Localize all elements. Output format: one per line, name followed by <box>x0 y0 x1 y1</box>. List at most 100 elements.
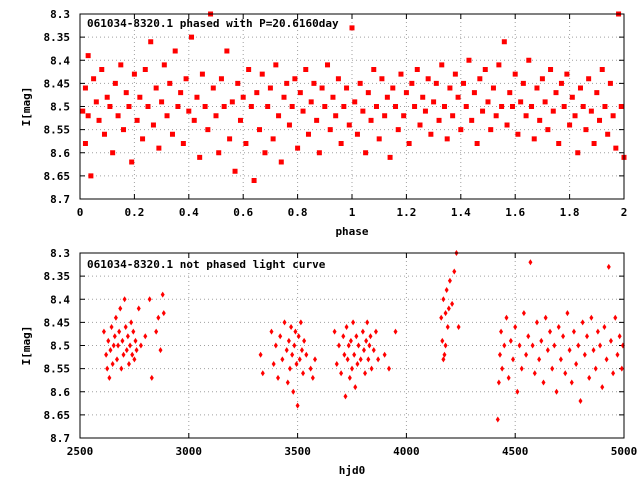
data-point <box>501 39 507 45</box>
data-point <box>156 314 161 321</box>
x-tick-label: 2500 <box>67 445 94 458</box>
data-point <box>290 351 295 358</box>
data-point <box>227 136 233 142</box>
data-point <box>548 67 554 72</box>
data-point <box>299 347 304 354</box>
data-point <box>110 361 115 367</box>
data-point <box>260 370 265 377</box>
data-point <box>618 104 624 109</box>
data-point <box>167 80 173 86</box>
data-point <box>286 337 291 344</box>
data-point <box>499 104 505 109</box>
data-point <box>276 374 281 381</box>
data-point <box>444 287 449 293</box>
data-point <box>120 337 125 344</box>
data-point <box>591 141 597 146</box>
data-point <box>305 131 311 137</box>
data-point <box>213 113 219 119</box>
data-point <box>496 379 501 386</box>
data-point <box>613 145 619 151</box>
data-point <box>371 67 377 72</box>
data-point <box>210 85 216 91</box>
data-point <box>82 141 88 146</box>
data-point <box>339 370 344 377</box>
data-point <box>154 328 159 335</box>
data-point <box>161 62 167 68</box>
y-tick-label: 8.3 <box>50 247 70 260</box>
data-point <box>308 365 313 372</box>
data-point <box>393 328 398 335</box>
data-point <box>357 80 363 86</box>
data-point <box>493 113 499 119</box>
data-point <box>291 388 296 395</box>
data-point <box>441 296 446 303</box>
data-point <box>556 324 561 330</box>
data-point <box>218 76 224 82</box>
data-point <box>269 328 274 335</box>
data-point <box>80 108 86 114</box>
data-point <box>335 76 341 82</box>
data-point <box>439 62 445 68</box>
data-point <box>441 104 447 109</box>
data-point <box>440 337 445 344</box>
data-point <box>364 337 369 344</box>
data-point <box>243 141 249 146</box>
y-tick-label: 8.55 <box>44 124 71 137</box>
data-point <box>597 117 603 123</box>
data-points <box>80 11 627 183</box>
data-point <box>439 314 444 321</box>
data-point <box>406 141 412 146</box>
y-tick-label: 8.45 <box>44 77 71 90</box>
data-point <box>506 374 511 381</box>
data-point <box>124 347 129 354</box>
data-point <box>199 71 205 77</box>
data-point <box>122 296 127 303</box>
data-point <box>613 314 618 321</box>
data-point <box>358 356 363 363</box>
data-point <box>414 67 420 72</box>
data-point <box>148 39 154 45</box>
data-point <box>116 342 121 349</box>
data-point <box>133 337 138 344</box>
data-point <box>131 328 136 335</box>
data-point <box>443 310 448 317</box>
data-point <box>499 328 504 335</box>
data-point <box>316 150 322 156</box>
data-point <box>221 104 227 109</box>
data-point <box>257 127 263 133</box>
data-point <box>191 117 197 123</box>
data-point <box>442 351 447 358</box>
data-point <box>353 384 358 391</box>
data-point <box>112 333 117 340</box>
data-point <box>134 117 140 123</box>
data-point <box>558 80 564 86</box>
data-point <box>355 361 360 367</box>
data-point <box>585 333 590 340</box>
data-point <box>542 99 548 105</box>
data-point <box>334 361 339 367</box>
data-point <box>175 104 181 109</box>
data-point <box>376 136 382 142</box>
y-tick-label: 8.5 <box>50 101 70 114</box>
data-point <box>88 173 94 179</box>
data-point <box>107 104 113 109</box>
data-point <box>330 94 336 100</box>
data-point <box>270 136 276 142</box>
x-tick-label: 1 <box>349 206 356 219</box>
data-point <box>578 398 583 404</box>
x-tick-label: 0.6 <box>233 206 253 219</box>
data-point <box>537 117 543 123</box>
data-point <box>284 80 290 86</box>
data-point <box>119 365 124 372</box>
data-point <box>605 131 611 137</box>
data-point <box>576 342 581 349</box>
data-point <box>515 388 520 395</box>
data-point <box>553 90 559 96</box>
data-point <box>524 351 529 358</box>
data-point <box>311 80 317 86</box>
data-point <box>344 324 349 330</box>
data-point <box>350 365 354 372</box>
data-point <box>101 328 106 335</box>
data-point <box>428 131 434 137</box>
data-point <box>500 365 505 372</box>
